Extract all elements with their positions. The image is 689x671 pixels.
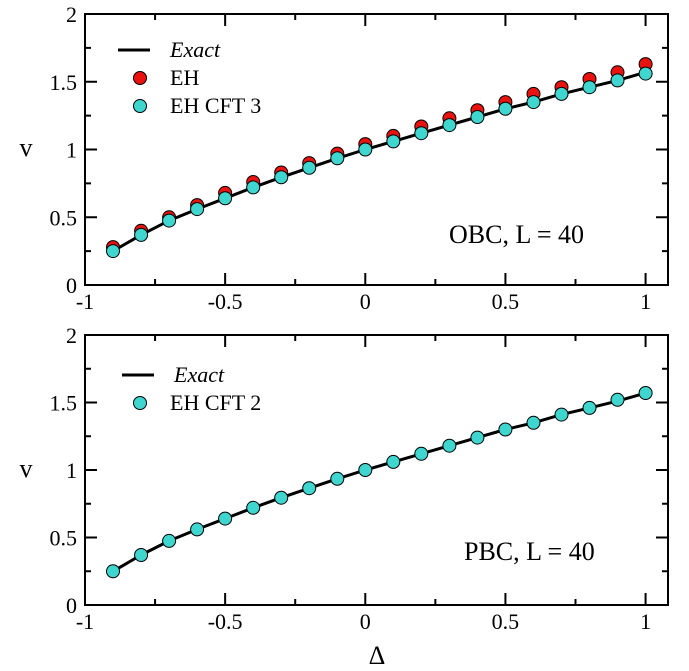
bottom-legend-ehcft2-marker xyxy=(133,396,147,410)
bottom-xtick-label: 1 xyxy=(640,609,651,634)
top-ticks: -1 -0.5 0 0.5 1 0 0.5 1 1.5 2 xyxy=(50,2,668,314)
bottom-xtick-label: -0.5 xyxy=(208,609,243,634)
top-ylabel: v xyxy=(20,133,33,162)
top-series-2-point xyxy=(386,134,401,149)
top-series-2-point xyxy=(582,80,597,95)
bottom-series-1-point xyxy=(638,386,653,400)
bottom-series-1-point xyxy=(246,500,261,515)
bottom-series-1-point xyxy=(386,454,401,469)
panel-bottom: -1 -0.5 0 0.5 1 0 0.5 1 1.5 2 Exact EH CFT 2 PBC,… xyxy=(20,323,669,670)
bottom-series-1-point xyxy=(330,471,345,486)
top-ytick-label: 0 xyxy=(66,273,77,298)
bottom-series-1-point xyxy=(554,407,569,422)
bottom-xtick-label: -1 xyxy=(76,609,94,634)
top-series-2-point xyxy=(274,170,289,185)
top-series-2-point xyxy=(246,180,261,195)
top-series-2-point xyxy=(162,213,177,228)
bottom-ytick-label: 0 xyxy=(66,593,77,618)
top-xtick-label: 0.5 xyxy=(492,289,520,314)
top-legend-ehcft3-marker xyxy=(133,99,147,113)
bottom-ticks: -1 -0.5 0 0.5 1 0 0.5 1 1.5 2 xyxy=(50,323,668,634)
top-ytick-label: 1.5 xyxy=(50,70,78,95)
bottom-series-1-point xyxy=(358,463,373,477)
bottom-xtick-label: 0 xyxy=(360,609,371,634)
bottom-series-1-point xyxy=(106,564,120,579)
bottom-xlabel: Δ xyxy=(369,641,386,670)
top-plot-marks xyxy=(106,57,653,259)
top-ytick-label: 2 xyxy=(66,2,77,27)
bottom-ytick-label: 1 xyxy=(66,458,77,483)
bottom-ylabel: v xyxy=(20,454,33,483)
top-series-2-point xyxy=(218,191,233,206)
top-annotation: OBC, L = 40 xyxy=(449,220,584,249)
bottom-series-1-point xyxy=(526,415,541,430)
top-series-2-point xyxy=(470,110,485,124)
bottom-series-1-point xyxy=(218,511,233,526)
bottom-ytick-label: 0.5 xyxy=(50,526,78,551)
top-ytick-label: 1 xyxy=(66,138,77,163)
top-legend: Exact EH EH CFT 3 xyxy=(118,37,261,118)
bottom-series-1-point xyxy=(582,400,597,415)
top-xtick-label: -0.5 xyxy=(208,289,243,314)
bottom-series-1-point xyxy=(134,548,149,562)
top-series-2-point xyxy=(358,142,373,157)
bottom-legend: Exact EH CFT 2 xyxy=(122,362,261,415)
top-legend-eh-label: EH xyxy=(170,65,199,90)
top-legend-ehcft3-label: EH CFT 3 xyxy=(170,93,261,118)
top-ytick-label: 0.5 xyxy=(50,205,78,230)
bottom-series-1-point xyxy=(610,392,625,407)
bottom-series-1-point xyxy=(442,438,457,453)
top-series-2-point xyxy=(638,66,653,81)
bottom-annotation: PBC, L = 40 xyxy=(464,537,595,566)
top-series-2-point xyxy=(106,244,120,259)
top-xtick-label: 1 xyxy=(640,289,651,314)
bottom-series-1-point xyxy=(302,481,317,496)
top-series-2-point xyxy=(498,101,513,116)
bottom-ytick-label: 2 xyxy=(66,323,77,348)
bottom-series-1-point xyxy=(274,490,289,505)
bottom-series-1-point xyxy=(414,446,429,461)
bottom-series-1-point xyxy=(190,522,205,537)
bottom-xtick-label: 0.5 xyxy=(492,609,520,634)
top-series-2-point xyxy=(442,118,457,133)
top-legend-eh-marker xyxy=(133,71,147,85)
bottom-plot-marks xyxy=(106,386,653,579)
top-xtick-label: 0 xyxy=(360,289,371,314)
top-xtick-label: -1 xyxy=(76,289,94,314)
top-series-2-point xyxy=(526,95,541,110)
bottom-series-1-point xyxy=(162,533,177,548)
top-series-2-point xyxy=(190,202,205,217)
bottom-ytick-label: 1.5 xyxy=(50,391,78,416)
top-series-2-point xyxy=(134,227,149,242)
top-legend-exact-label: Exact xyxy=(169,37,221,62)
bottom-legend-ehcft2-label: EH CFT 2 xyxy=(170,390,261,415)
panel-top: -1 -0.5 0 0.5 1 0 0.5 1 1.5 2 Exact EH EH CFT 3 O… xyxy=(20,2,669,314)
top-series-2-point xyxy=(330,151,345,166)
top-series-2-point xyxy=(610,73,625,88)
top-series-2-point xyxy=(302,160,317,175)
top-series-2-point xyxy=(414,126,429,141)
bottom-series-1-point xyxy=(470,430,485,445)
bottom-legend-exact-label: Exact xyxy=(173,362,225,387)
top-series-2-point xyxy=(554,86,569,101)
bottom-series-1-point xyxy=(498,422,513,437)
